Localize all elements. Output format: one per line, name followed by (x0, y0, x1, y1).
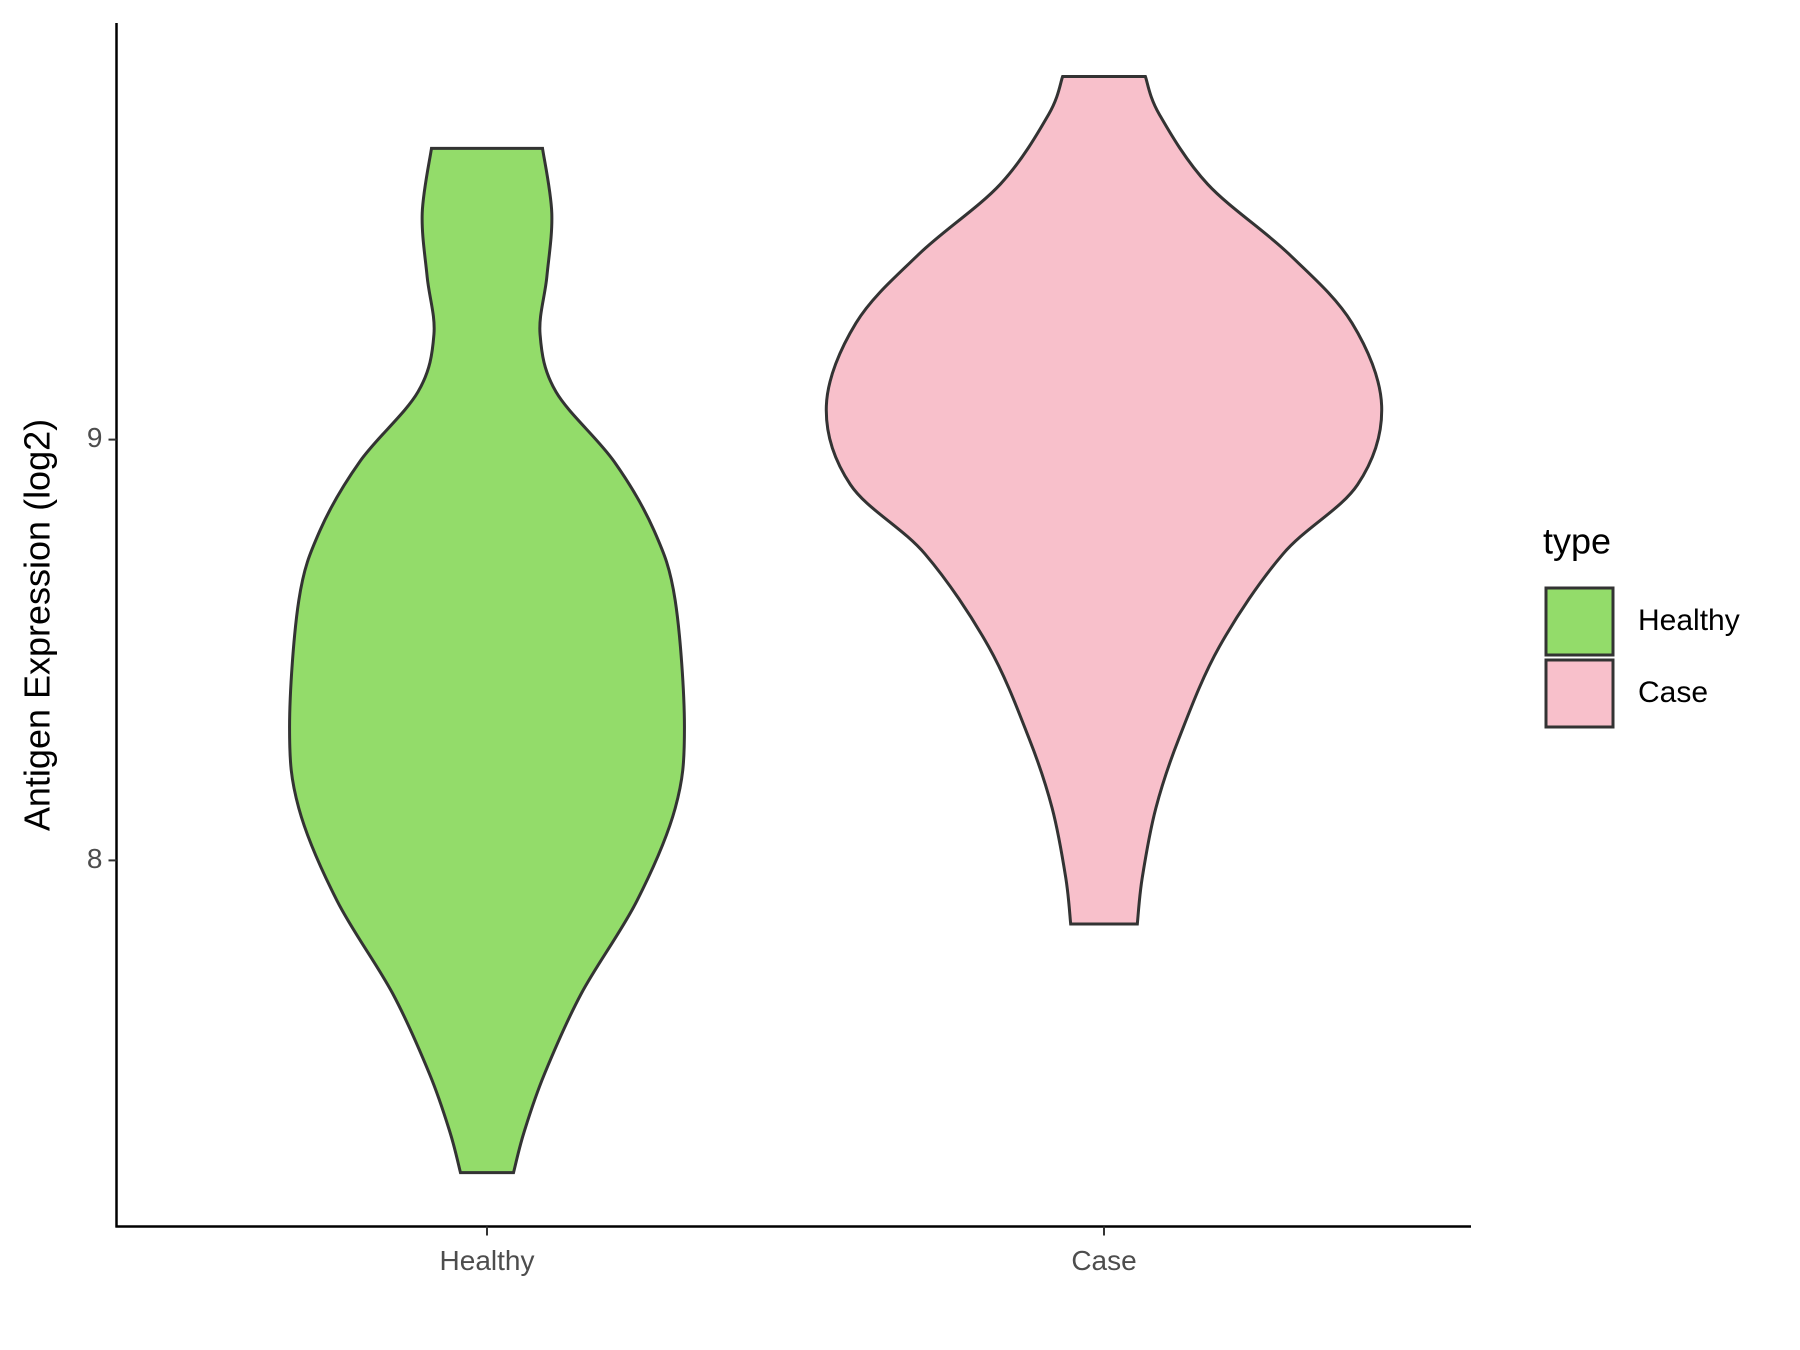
x-tick-label: Case (1071, 1245, 1136, 1276)
y-tick-label: 8 (87, 843, 103, 874)
legend-key (1544, 658, 1615, 729)
violin (824, 74, 1384, 926)
y-tick-label: 9 (87, 422, 103, 453)
x-tick-label: Healthy (440, 1245, 535, 1276)
legend-label: Case (1638, 676, 1708, 709)
legend-label: Healthy (1638, 604, 1740, 637)
y-axis-title: Antigen Expression (log2) (17, 419, 58, 831)
legend-title: type (1543, 521, 1611, 562)
legend-key (1544, 586, 1615, 657)
violin (288, 146, 686, 1175)
